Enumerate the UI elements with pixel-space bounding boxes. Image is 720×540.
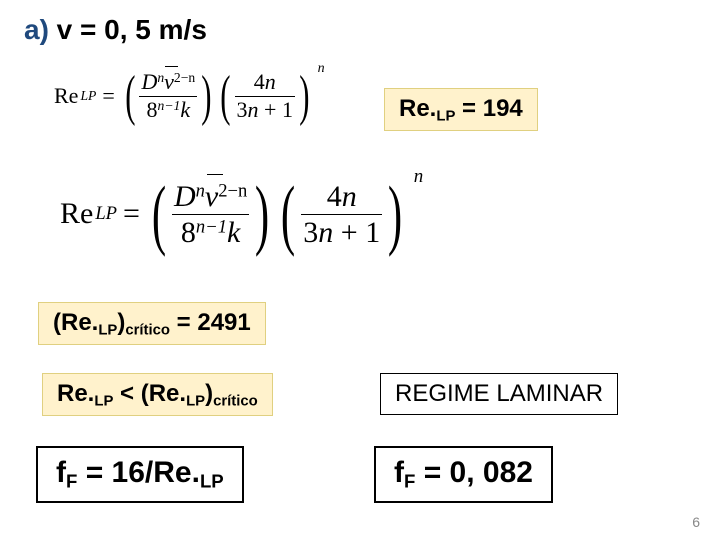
heading-text: v = 0, 5 m/s [49,14,207,45]
heading-prefix: a) [24,14,49,45]
box-comparison: Re.LP < (Re.LP)crítico [42,373,273,416]
box-regime: REGIME LAMINAR [380,373,618,415]
box-ff-formula: fF = 16/Re.LP [36,446,244,503]
box-re-lp-critical: (Re.LP)crítico = 2491 [38,302,266,345]
box-ff-value: fF = 0, 082 [374,446,553,503]
formula-re-lp-large: ReLP=(Dnv2−n8n−1k)(4n3n + 1)n [60,175,408,253]
slide-heading: a) v = 0, 5 m/s [24,14,696,46]
formula-re-lp-small: ReLP=(Dnv2−n8n−1k)(4n3n + 1)n [54,68,314,124]
page-number: 6 [692,514,700,530]
box-re-lp-value: Re.LP = 194 [384,88,538,131]
